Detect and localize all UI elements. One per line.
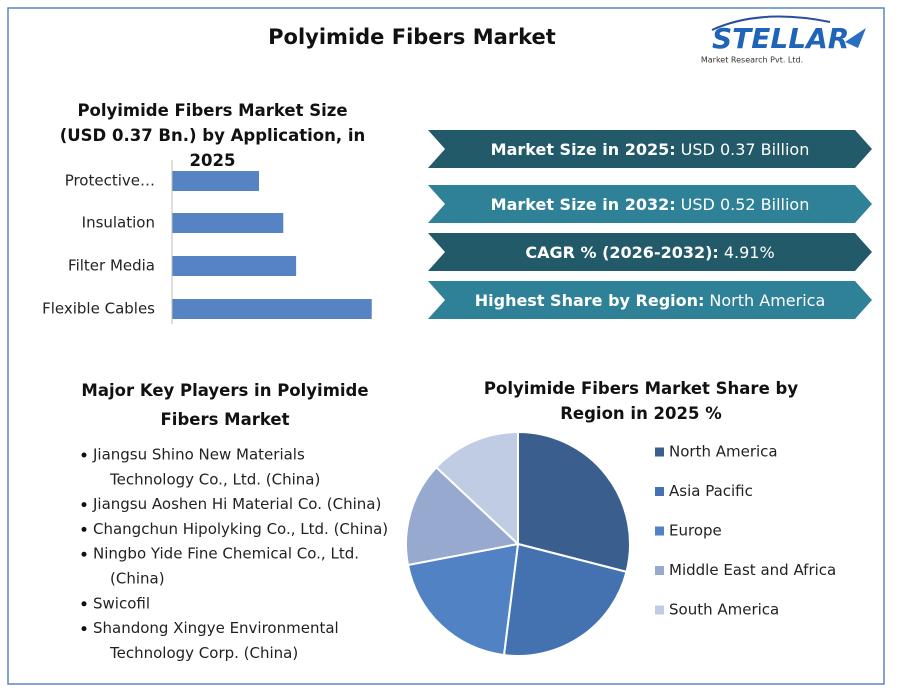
player-name: Technology Co., Ltd. (China) — [109, 470, 320, 488]
pie-slice — [434, 430, 519, 547]
player-name: Jiangsu Aoshen Hi Material Co. (China) — [92, 495, 381, 513]
bar — [172, 171, 260, 191]
y-tick-label: Protective… — [65, 172, 155, 190]
player-name: Swicofil — [93, 594, 150, 612]
stat-text: Highest Share by Region: North America — [475, 291, 826, 310]
stat-banner — [428, 233, 872, 271]
player-name: Jiangsu Shino New Materials — [92, 446, 305, 464]
frame — [7, 7, 885, 685]
bar-chart-title: Polyimide Fibers Market Size (USD 0.37 B… — [59, 101, 366, 170]
legend-label: Asia Pacific — [669, 482, 753, 500]
bar — [172, 256, 297, 276]
stat-value: USD 0.37 Billion — [681, 140, 810, 159]
y-tick-label: Filter Media — [68, 257, 155, 275]
pie-slice — [405, 465, 521, 567]
player-name: Changchun Hipolyking Co., Ltd. (China) — [93, 520, 388, 538]
stat-text: CAGR % (2026-2032): 4.91% — [525, 243, 774, 262]
legend-label: South America — [669, 601, 779, 619]
stat-banner — [428, 185, 872, 223]
stat-text: Market Size in 2025: USD 0.37 Billion — [491, 140, 810, 159]
legend-swatch — [655, 605, 664, 615]
stat-value: USD 0.52 Billion — [681, 195, 810, 214]
stat-value: North America — [709, 291, 825, 310]
legend-label: North America — [669, 443, 778, 461]
stat-text: Market Size in 2032: USD 0.52 Billion — [491, 195, 810, 214]
legend-label: Middle East and Africa — [669, 561, 836, 579]
stat-value: 4.91% — [724, 243, 775, 262]
pie-slice — [502, 542, 628, 657]
player-name: (China) — [110, 570, 165, 588]
legend-swatch — [655, 526, 664, 536]
y-tick-label: Flexible Cables — [42, 300, 155, 318]
pie-slice — [517, 430, 631, 574]
logo-tagline: Market Research Pvt. Ltd. — [701, 56, 803, 65]
player-name: Shandong Xingye Environmental — [93, 619, 339, 637]
page-title: Polyimide Fibers Market — [268, 25, 556, 49]
players-title: Major Key Players in Polyimide Fibers Ma… — [81, 381, 369, 429]
bullet — [81, 526, 87, 532]
pie-slice — [406, 542, 520, 657]
bar — [172, 213, 284, 233]
stat-label: Market Size in 2032: — [491, 195, 676, 214]
stat-banner — [428, 281, 872, 319]
logo-swoosh — [711, 15, 831, 31]
legend-swatch — [655, 566, 664, 575]
legend-label: Europe — [669, 522, 722, 540]
stat-label: Highest Share by Region: — [475, 291, 705, 310]
legend-swatch — [655, 487, 664, 496]
y-tick-label: Insulation — [82, 214, 155, 232]
pie-chart-title: Polyimide Fibers Market Share by Region … — [483, 379, 799, 423]
stat-banner — [428, 130, 872, 168]
bullet — [81, 551, 87, 557]
logo-arrow — [845, 28, 866, 48]
legend-swatch — [655, 447, 664, 457]
player-name: Ningbo Yide Fine Chemical Co., Ltd. — [93, 545, 359, 563]
player-name: Technology Corp. (China) — [109, 644, 298, 662]
bar — [172, 299, 372, 319]
stat-label: Market Size in 2025: — [491, 140, 676, 159]
bullet — [81, 452, 87, 458]
bullet — [81, 626, 87, 632]
bullet — [81, 502, 87, 508]
bullet — [81, 601, 87, 607]
logo-name: STELLAR — [712, 22, 849, 55]
stat-label: CAGR % (2026-2032): — [525, 243, 718, 262]
